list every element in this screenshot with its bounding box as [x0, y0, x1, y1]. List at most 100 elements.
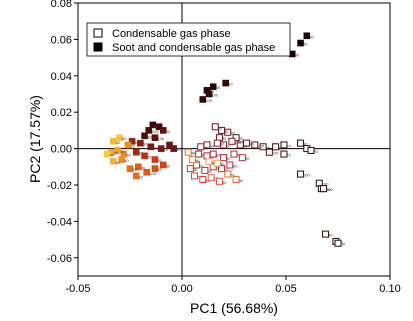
soot-point: [135, 163, 142, 171]
point-label: 90: [224, 167, 229, 172]
point-label: 10: [139, 174, 144, 179]
condensable-point: [251, 141, 259, 149]
point-label: 90: [135, 140, 140, 145]
soot-point: [157, 145, 165, 152]
soot-point: [110, 158, 117, 165]
y-tick-label: 0.04: [51, 71, 72, 83]
point-label: 60: [232, 163, 237, 168]
point-label: 90: [303, 42, 308, 47]
point-label: 100: [322, 182, 329, 187]
point-label: 50: [243, 143, 248, 148]
condensable-point: [209, 163, 217, 171]
condensable-point: [184, 148, 192, 156]
condensable-point: [224, 170, 232, 178]
point-label: 80: [207, 169, 212, 174]
point-label: 40: [218, 125, 223, 130]
point-label: 10: [216, 165, 221, 170]
y-tick-label: 0.06: [51, 34, 72, 46]
x-tick-label: -0.05: [65, 283, 90, 295]
point-label: 30: [141, 165, 146, 170]
condensable-point: [195, 150, 203, 158]
soot-point: [151, 165, 159, 172]
condensable-point: [211, 123, 219, 131]
point-label: 90: [245, 156, 250, 161]
condensable-point: [201, 166, 209, 174]
soot-point: [209, 83, 217, 91]
point-label: 100: [272, 151, 279, 156]
condensable-point: [259, 143, 267, 151]
y-tick-label: 0.08: [51, 0, 72, 10]
point-label: 100: [149, 171, 156, 176]
soot-point: [222, 79, 229, 87]
x-tick-label: 0.10: [379, 283, 400, 295]
point-label: 50: [143, 142, 148, 147]
condensable-point: [218, 165, 226, 173]
condensable-point: [297, 139, 305, 147]
point-label: 90: [222, 136, 227, 141]
point-label: 50: [193, 167, 198, 172]
condensable-point: [307, 146, 315, 154]
point-label: 90: [309, 34, 314, 39]
condensable-point: [209, 150, 217, 158]
point-label: 90: [155, 123, 160, 128]
y-axis-label: PC2 (17.57%): [27, 95, 43, 183]
point-label: 30: [166, 163, 171, 168]
condensable-point: [188, 156, 196, 164]
soot-point: [124, 141, 132, 149]
condensable-point: [230, 150, 238, 158]
point-label: 90: [216, 85, 221, 90]
condensable-point: [215, 177, 223, 185]
point-label: 60: [226, 143, 231, 148]
condensable-point: [272, 143, 280, 151]
plot-frame: [77, 2, 391, 277]
point-label: 100: [278, 145, 285, 150]
soot-point: [116, 134, 123, 141]
x-tick-label: 0.00: [171, 283, 192, 295]
condensable-point: [232, 134, 240, 142]
data-points: 9090701001001001004090607010070100701009…: [103, 32, 346, 247]
point-label: 60: [116, 160, 121, 165]
point-label: 10: [133, 167, 138, 172]
point-label: 100: [151, 129, 158, 134]
soot-point: [205, 90, 213, 98]
legend-marker-filled-square-icon: [93, 42, 103, 52]
soot-point: [303, 32, 311, 40]
soot-point: [199, 96, 207, 103]
point-label: 90: [249, 142, 254, 147]
legend: Condensable gas phase Soot and condensab…: [86, 22, 291, 57]
point-label: 70: [313, 149, 318, 154]
point-label: 70: [164, 147, 169, 152]
soot-point: [166, 141, 173, 149]
soot-point: [110, 138, 117, 145]
condensable-point: [297, 170, 305, 178]
point-label: 100: [157, 136, 164, 141]
soot-point: [118, 156, 125, 163]
point-label: 70: [286, 143, 291, 148]
x-tick-label: 0.05: [275, 283, 296, 295]
condensable-point: [334, 239, 342, 247]
legend-label-soot: Soot and condensable gas phase: [112, 42, 275, 54]
condensable-point: [197, 143, 205, 151]
point-label: 100: [324, 187, 331, 192]
point-label: 100: [212, 93, 219, 98]
point-label: 50: [126, 153, 131, 158]
point-label: 60: [341, 242, 346, 247]
point-label: 90: [220, 142, 225, 147]
soot-point: [159, 127, 167, 134]
point-label: 40: [122, 136, 127, 141]
legend-box: [86, 22, 291, 57]
condensable-point: [213, 139, 221, 147]
point-label: 10: [153, 145, 158, 150]
y-tick-label: -0.06: [47, 253, 72, 265]
soot-point: [128, 138, 136, 145]
y-tick-label: 0.00: [51, 144, 72, 156]
point-label: 80: [216, 153, 221, 158]
point-label: 90: [295, 52, 300, 57]
point-label: 30: [147, 154, 152, 159]
point-label: 100: [205, 98, 212, 103]
condensable-point: [228, 137, 236, 145]
condensable-point: [280, 141, 288, 149]
point-label: 70: [203, 145, 208, 150]
y-tick-label: -0.02: [47, 180, 72, 192]
soot-point: [159, 161, 167, 169]
